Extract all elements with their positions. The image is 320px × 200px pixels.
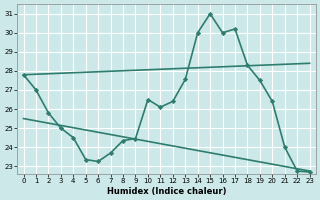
X-axis label: Humidex (Indice chaleur): Humidex (Indice chaleur) bbox=[107, 187, 226, 196]
